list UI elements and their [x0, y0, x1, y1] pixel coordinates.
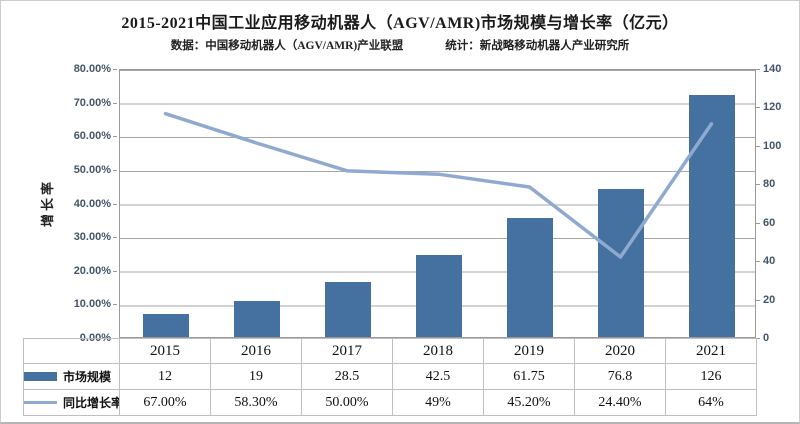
- growth-value-cell: 24.40%: [574, 389, 666, 416]
- right-axis-tick-label: 40: [755, 255, 776, 268]
- plot-area: [119, 69, 756, 338]
- legend-item-market-size: 市场规模: [23, 363, 120, 390]
- y-axis-title: 增长率: [40, 178, 55, 227]
- left-axis-tick-label: 60.00%: [73, 130, 118, 143]
- subtitle-stat-note: 统计：新战略移动机器人产业研究所: [445, 40, 630, 52]
- market-bar: [142, 313, 189, 337]
- subtitle-source-note: 数据：中国移动机器人（AGV/AMR)产业联盟: [170, 40, 404, 52]
- chart-title: 2015-2021中国工业应用移动机器人（AGV/AMR)市场规模与增长率（亿元…: [121, 15, 679, 32]
- table-row: 市场规模 12 19 28.5 42.5 61.75 76.8 126: [23, 363, 757, 390]
- table-corner-blank: [23, 338, 120, 364]
- growth-line: [163, 111, 714, 259]
- market-bar: [506, 218, 553, 337]
- growth-value-cell: 58.30%: [210, 389, 302, 416]
- right-axis-tick-label: 20: [755, 293, 776, 306]
- market-bar: [415, 255, 462, 337]
- right-axis-tick-label: 80: [755, 178, 776, 191]
- left-axis-tick-label: 10.00%: [73, 298, 118, 311]
- left-axis-tick-label: 70.00%: [73, 96, 118, 109]
- market-value-cell: 76.8: [574, 363, 666, 390]
- market-value-cell: 28.5: [301, 363, 393, 390]
- legend-label: 市场规模: [63, 370, 112, 384]
- year-cell: 2018: [392, 338, 484, 364]
- left-axis-tick-label: 20.00%: [73, 264, 118, 277]
- right-axis-tick-label: 100: [755, 139, 782, 152]
- market-bar: [324, 282, 371, 337]
- left-axis-tick-label: 30.00%: [73, 231, 118, 244]
- chart-subtitle: 数据：中国移动机器人（AGV/AMR)产业联盟 统计：新战略移动机器人产业研究所: [1, 37, 799, 53]
- data-table: 2015 2016 2017 2018 2019 2020 2021 市场规模 …: [23, 338, 757, 416]
- growth-value-cell: 49%: [392, 389, 484, 416]
- legend-line-swatch: [24, 401, 57, 404]
- right-axis-tick-label: 120: [755, 101, 782, 114]
- year-cell: 2020: [574, 338, 666, 364]
- legend-item-growth-rate: 同比增长率: [23, 389, 120, 416]
- legend-label: 同比增长率: [63, 396, 120, 410]
- year-cell: 2019: [483, 338, 575, 364]
- growth-value-cell: 67.00%: [119, 389, 211, 416]
- year-cell: 2015: [119, 338, 211, 364]
- left-axis-tick-label: 80.00%: [73, 63, 118, 75]
- table-row: 2015 2016 2017 2018 2019 2020 2021: [23, 338, 757, 364]
- year-cell: 2017: [301, 338, 393, 364]
- growth-value-cell: 45.20%: [483, 389, 575, 416]
- year-cell: 2016: [210, 338, 302, 364]
- market-bar: [597, 189, 644, 337]
- year-cell: 2021: [665, 338, 757, 364]
- left-axis-tick-label: 50.00%: [73, 163, 118, 176]
- table-row: 同比增长率 67.00% 58.30% 50.00% 49% 45.20% 24…: [23, 389, 757, 416]
- market-value-cell: 61.75: [483, 363, 575, 390]
- market-value-cell: 126: [665, 363, 757, 390]
- growth-line-chart: [163, 111, 714, 259]
- right-axis-tick-label: 60: [755, 216, 776, 229]
- growth-value-cell: 64%: [665, 389, 757, 416]
- growth-value-cell: 50.00%: [301, 389, 393, 416]
- right-axis-tick-label: 0: [755, 332, 770, 344]
- legend-bar-swatch: [24, 372, 57, 381]
- right-axis-tick-label: 140: [755, 63, 782, 75]
- market-bar: [688, 94, 735, 337]
- market-value-cell: 42.5: [392, 363, 484, 390]
- market-bar: [233, 300, 280, 337]
- market-value-cell: 19: [210, 363, 302, 390]
- left-axis-tick-label: 40.00%: [73, 197, 118, 210]
- market-value-cell: 12: [119, 363, 211, 390]
